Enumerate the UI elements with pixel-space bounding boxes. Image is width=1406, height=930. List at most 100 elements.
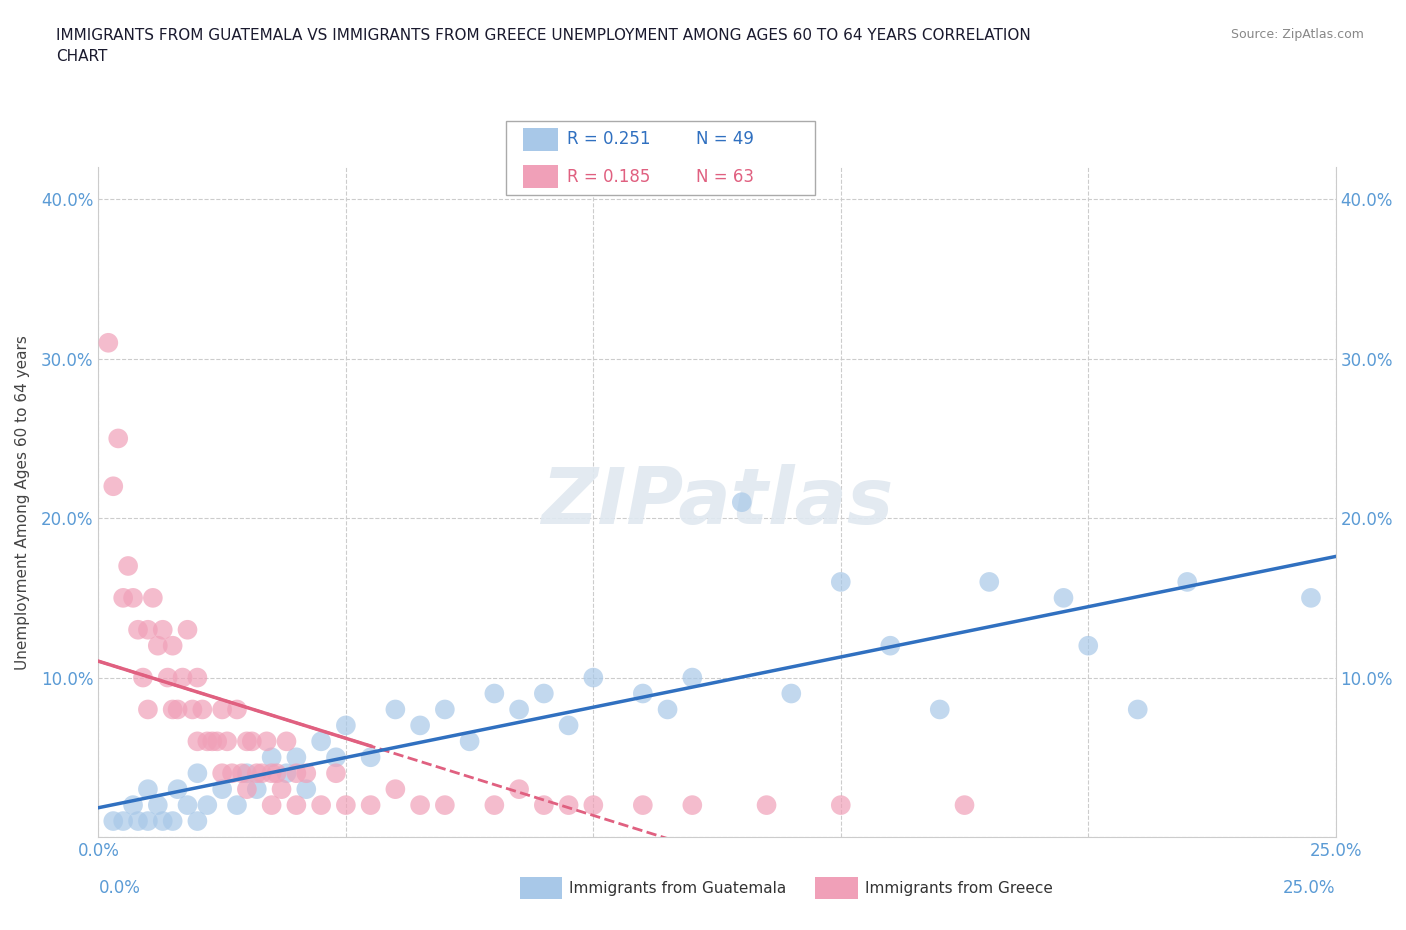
Point	[582, 671, 605, 685]
Point	[309, 798, 332, 813]
Text: N = 49: N = 49	[696, 130, 754, 149]
Point	[226, 798, 249, 813]
Point	[325, 750, 347, 764]
Point	[122, 591, 145, 605]
Point	[953, 798, 976, 813]
Point	[195, 734, 218, 749]
Text: Immigrants from Greece: Immigrants from Greece	[865, 881, 1053, 896]
Point	[256, 734, 278, 749]
Y-axis label: Unemployment Among Ages 60 to 64 years: Unemployment Among Ages 60 to 64 years	[15, 335, 30, 670]
Point	[156, 671, 179, 685]
Point	[755, 798, 778, 813]
Point	[681, 798, 703, 813]
Point	[270, 782, 292, 797]
Point	[508, 702, 530, 717]
Text: 25.0%: 25.0%	[1284, 879, 1336, 897]
Point	[122, 798, 145, 813]
Point	[830, 798, 852, 813]
Point	[236, 765, 259, 780]
Point	[309, 734, 332, 749]
Point	[211, 702, 233, 717]
Point	[260, 765, 283, 780]
Point	[285, 765, 308, 780]
Point	[152, 622, 174, 637]
Point	[136, 814, 159, 829]
Point	[176, 622, 198, 637]
Point	[360, 750, 382, 764]
Point	[136, 622, 159, 637]
Point	[1299, 591, 1322, 605]
Point	[103, 479, 125, 494]
Point	[582, 798, 605, 813]
Point	[409, 718, 432, 733]
Point	[484, 798, 506, 813]
Point	[409, 798, 432, 813]
Point	[146, 638, 169, 653]
Point	[191, 702, 214, 717]
Point	[484, 686, 506, 701]
Point	[211, 782, 233, 797]
Point	[195, 798, 218, 813]
Point	[1077, 638, 1099, 653]
Point	[246, 765, 269, 780]
Point	[112, 591, 135, 605]
Point	[250, 765, 273, 780]
Point	[136, 782, 159, 797]
Point	[295, 782, 318, 797]
Point	[217, 734, 239, 749]
Point	[226, 702, 249, 717]
Point	[928, 702, 950, 717]
Point	[117, 559, 139, 574]
Point	[236, 782, 259, 797]
Point	[276, 765, 298, 780]
Text: ZIPatlas: ZIPatlas	[541, 464, 893, 540]
Point	[631, 798, 654, 813]
Point	[260, 798, 283, 813]
Point	[979, 575, 1001, 590]
Point	[285, 798, 308, 813]
Point	[221, 765, 243, 780]
Point	[384, 702, 406, 717]
Point	[780, 686, 803, 701]
Point	[246, 782, 269, 797]
Point	[152, 814, 174, 829]
Point	[231, 765, 253, 780]
Point	[172, 671, 194, 685]
Point	[211, 765, 233, 780]
Point	[186, 734, 208, 749]
Point	[533, 686, 555, 701]
Point	[285, 750, 308, 764]
Point	[276, 734, 298, 749]
Point	[295, 765, 318, 780]
Point	[260, 750, 283, 764]
Point	[142, 591, 165, 605]
Point	[186, 814, 208, 829]
Text: R = 0.251: R = 0.251	[567, 130, 650, 149]
Point	[162, 702, 184, 717]
Point	[557, 798, 579, 813]
Text: Immigrants from Guatemala: Immigrants from Guatemala	[569, 881, 787, 896]
Point	[166, 782, 188, 797]
Point	[236, 734, 259, 749]
Point	[103, 814, 125, 829]
Point	[127, 814, 149, 829]
Point	[176, 798, 198, 813]
Point	[508, 782, 530, 797]
Point	[186, 765, 208, 780]
Point	[681, 671, 703, 685]
Point	[146, 798, 169, 813]
Point	[240, 734, 263, 749]
Point	[201, 734, 224, 749]
Point	[162, 814, 184, 829]
Point	[335, 718, 357, 733]
Text: R = 0.185: R = 0.185	[567, 167, 650, 186]
Point	[830, 575, 852, 590]
Point	[107, 431, 129, 445]
Text: Source: ZipAtlas.com: Source: ZipAtlas.com	[1230, 28, 1364, 41]
Point	[657, 702, 679, 717]
Point	[879, 638, 901, 653]
Point	[132, 671, 155, 685]
Point	[266, 765, 288, 780]
Point	[731, 495, 754, 510]
Point	[162, 638, 184, 653]
